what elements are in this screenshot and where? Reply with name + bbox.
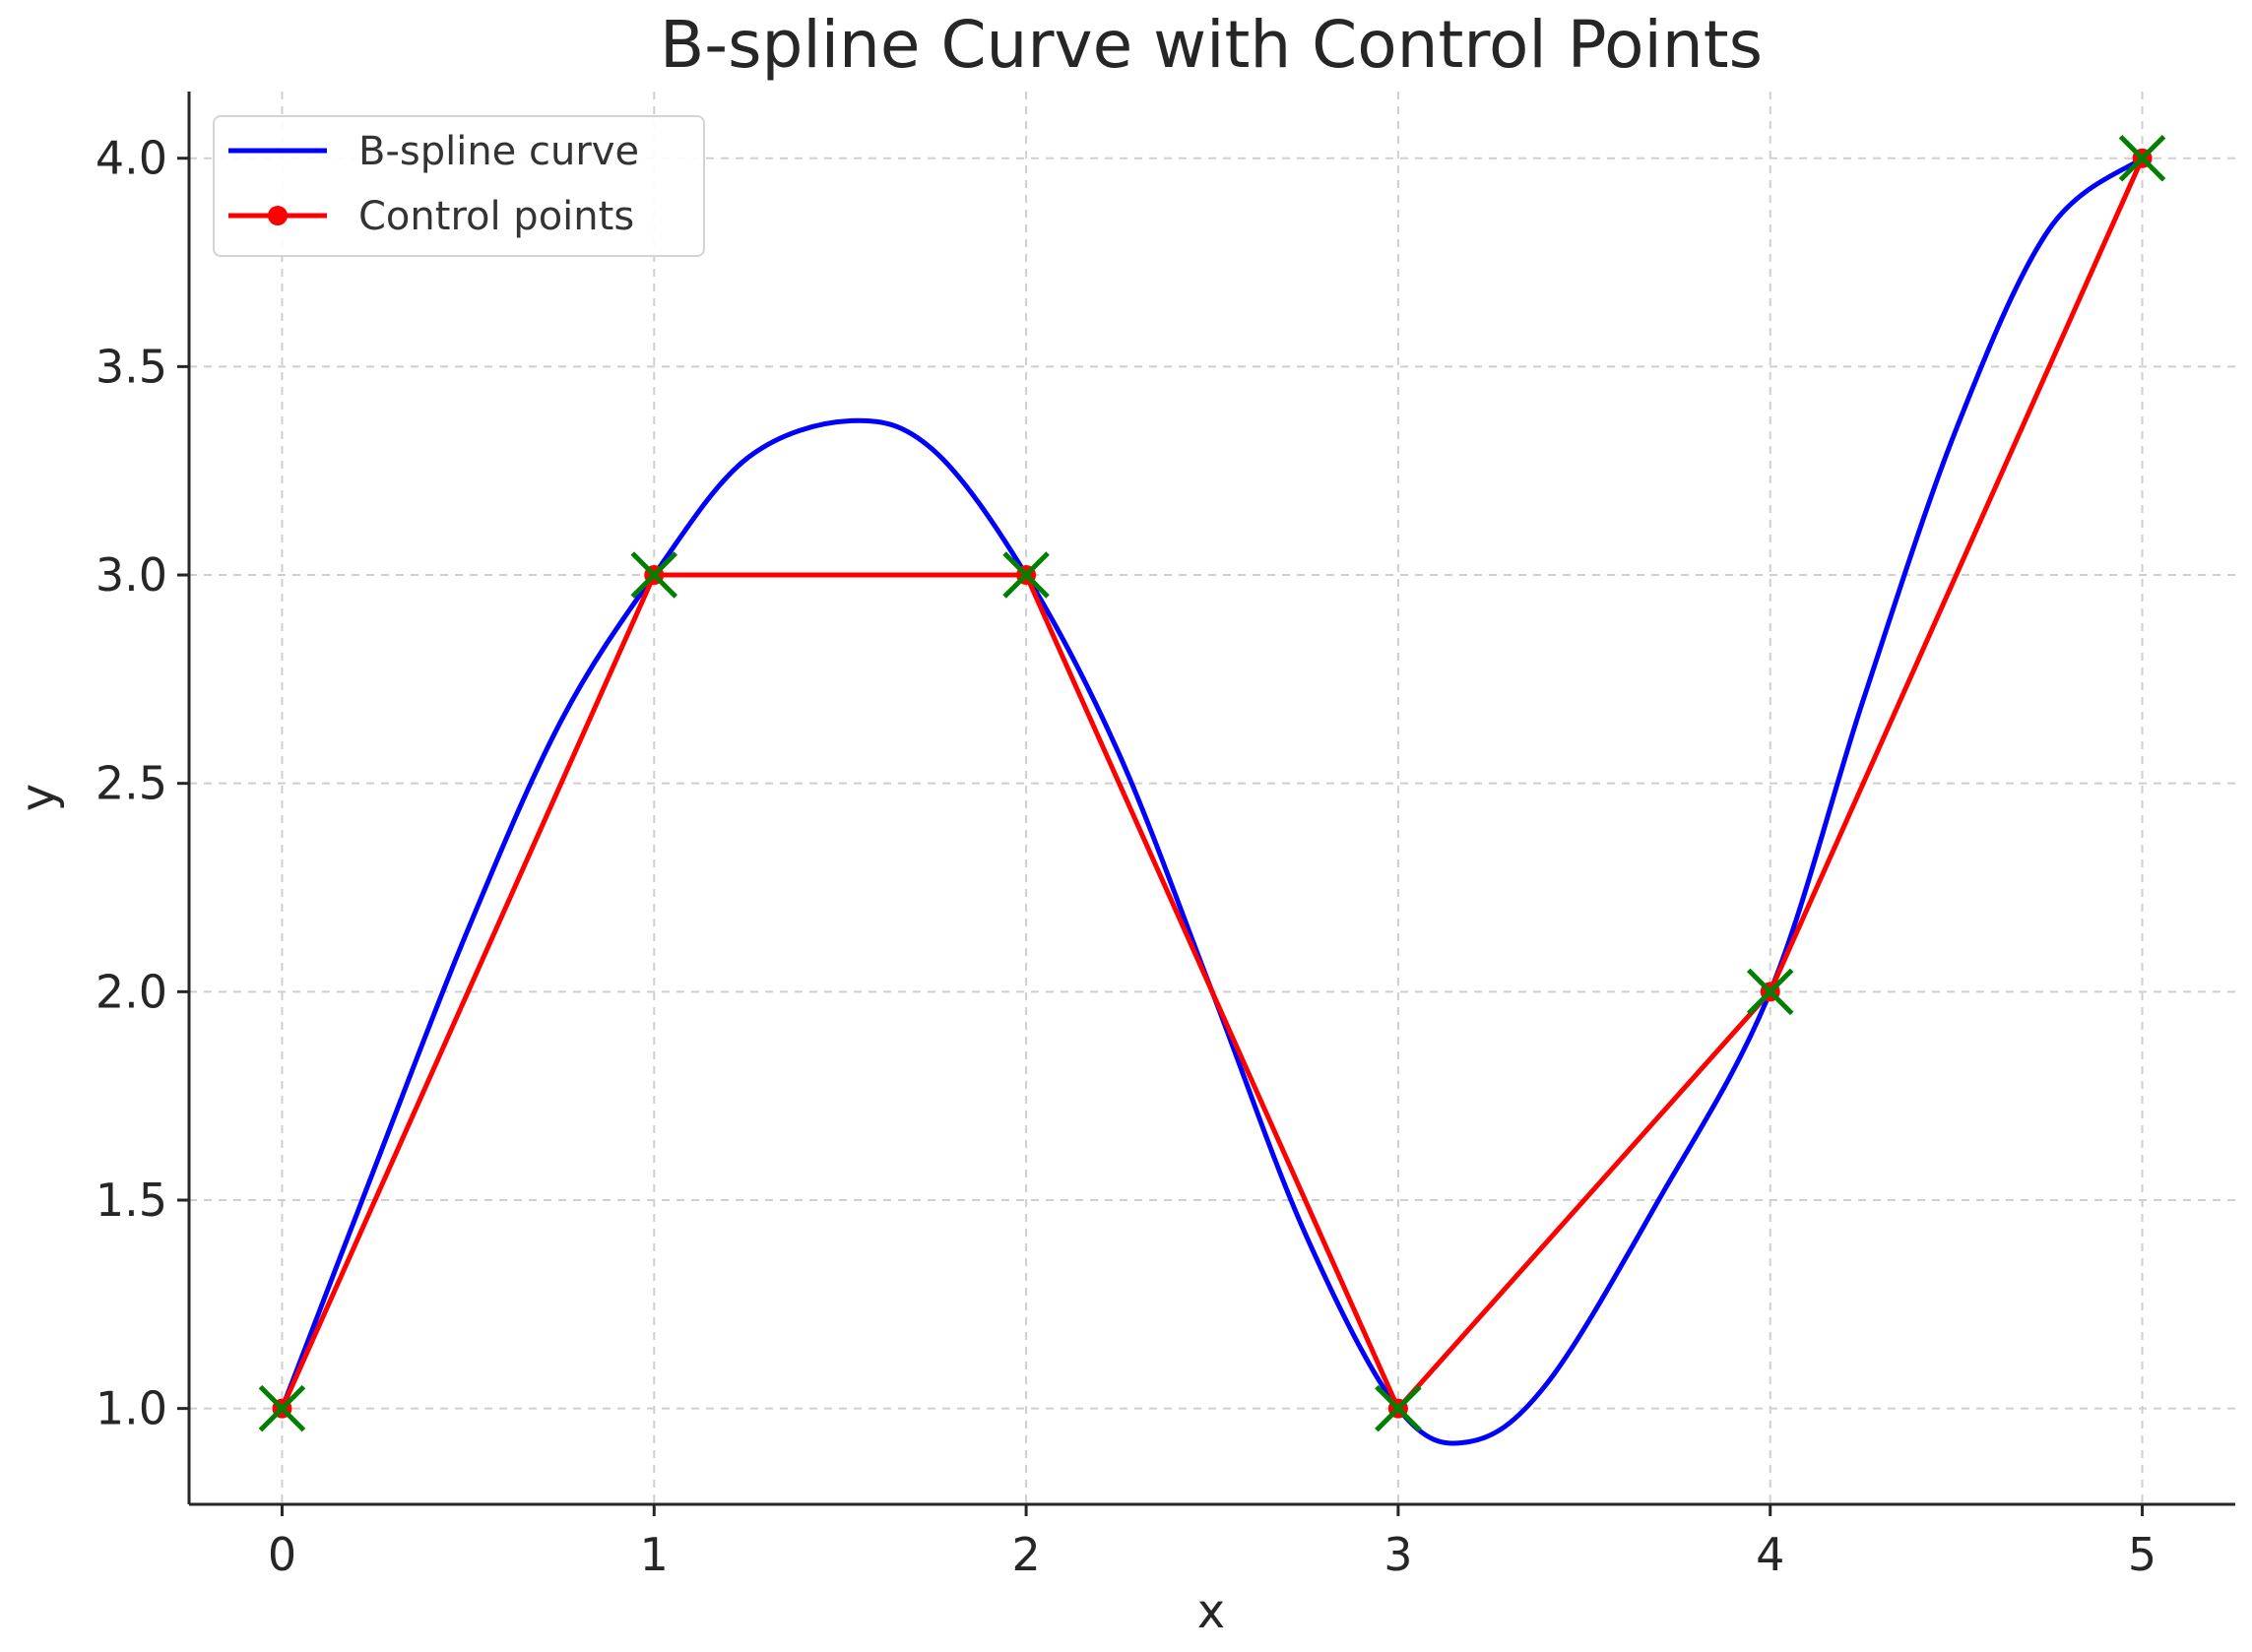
y-tick-label: 2.0: [96, 965, 167, 1018]
x-tick-label: 5: [2128, 1528, 2156, 1581]
control-point-x-marker: [2118, 134, 2166, 182]
control-point-x-marker: [1002, 551, 1050, 599]
control-point-x-marker: [1375, 1384, 1422, 1432]
y-axis-label: y: [11, 784, 66, 811]
legend-label-bspline: B-spline curve: [358, 129, 639, 174]
y-tick-label: 1.0: [96, 1382, 167, 1435]
plot-series: [258, 134, 2166, 1446]
x-tick-label: 2: [1011, 1528, 1040, 1581]
control-polygon-line: [280, 157, 2145, 1412]
y-tick-label: 3.5: [96, 340, 167, 393]
x-marker-stroke: [2118, 134, 2166, 182]
chart-title: B-spline Curve with Control Points: [660, 7, 1763, 83]
x-marker-stroke: [258, 1384, 306, 1432]
legend-label-control-points: Control points: [358, 194, 634, 239]
x-marker-stroke: [630, 551, 678, 599]
y-tick-label: 2.5: [96, 757, 167, 810]
legend-marker-control-points: [268, 206, 288, 225]
x-marker-stroke: [1746, 968, 1794, 1016]
legend: B-spline curve Control points: [213, 115, 705, 257]
x-marker-stroke: [1002, 551, 1050, 599]
tick-marks: [177, 157, 2145, 1516]
axes-frame: [187, 92, 2235, 1506]
control-point-x-marker: [630, 551, 678, 599]
x-tick-label: 1: [640, 1528, 669, 1581]
x-marker-stroke: [1375, 1384, 1422, 1432]
tick-labels: 0 1 2 3 4 5 1.0 1.5 2.0 2.5 3.0 3.5 4.0: [96, 132, 2156, 1581]
x-tick-label: 3: [1383, 1528, 1412, 1581]
x-tick-label: 4: [1756, 1528, 1784, 1581]
control-point-x-marker: [258, 1384, 306, 1432]
y-tick-label: 3.0: [96, 548, 167, 602]
legend-box: [213, 115, 705, 257]
y-tick-label: 4.0: [96, 132, 167, 185]
y-tick-label: 1.5: [96, 1174, 167, 1227]
control-point-x-marker: [1746, 968, 1794, 1016]
x-tick-label: 0: [268, 1528, 296, 1581]
x-axis-label: x: [1197, 1584, 1225, 1639]
